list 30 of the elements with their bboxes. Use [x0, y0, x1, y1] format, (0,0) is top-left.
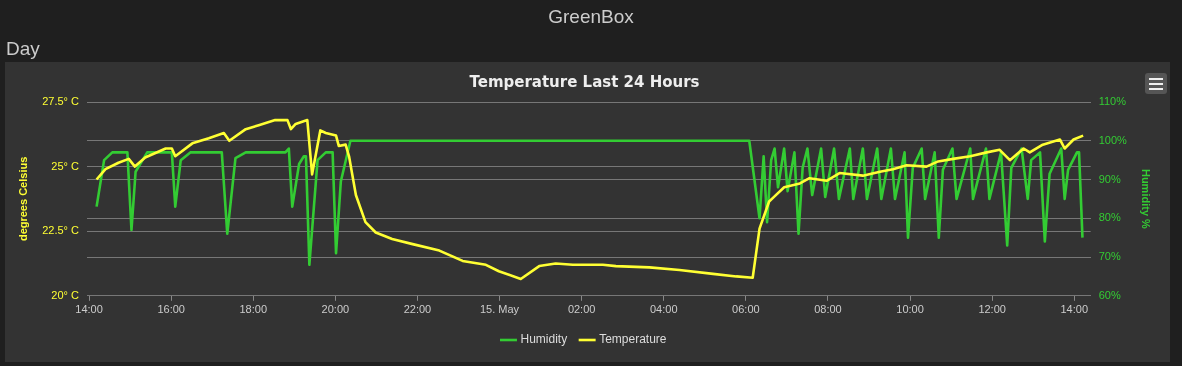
- x-tick-label: 08:00: [814, 303, 842, 316]
- y2-tick-label: 70%: [1098, 250, 1121, 263]
- y-tick-label: 22.5° C: [42, 224, 80, 237]
- x-tick-label: 18:00: [239, 303, 268, 316]
- y-axis-title: degrees Celsius: [16, 156, 29, 242]
- y-tick-label: 20° C: [51, 288, 80, 301]
- y-tick-label: 27.5° C: [42, 95, 80, 108]
- x-tick-label: 04:00: [649, 303, 678, 316]
- y2-tick-label: 90%: [1098, 172, 1121, 185]
- x-tick-label: 20:00: [321, 303, 350, 316]
- y2-tick-label: 60%: [1098, 288, 1121, 301]
- x-tick-label: 14:00: [75, 303, 103, 316]
- y-tick-label: 25° C: [51, 159, 80, 172]
- legend-label: Humidity: [520, 332, 568, 347]
- legend-label: Temperature: [599, 332, 667, 347]
- x-tick-label: 15. May: [479, 303, 520, 316]
- x-tick-label: 10:00: [896, 303, 924, 316]
- chart-title: Temperature Last 24 Hours: [469, 72, 700, 91]
- y2-tick-label: 110%: [1098, 95, 1127, 108]
- text: Day: [6, 38, 40, 60]
- y2-tick-label: 100%: [1098, 133, 1128, 146]
- text: GreenBox: [547, 6, 635, 28]
- x-tick-label: 14:00: [1060, 303, 1089, 316]
- x-tick-label: 06:00: [732, 303, 760, 316]
- y2-tick-label: 80%: [1098, 211, 1121, 224]
- x-tick-label: 12:00: [978, 303, 1006, 316]
- y2-axis-title: Humidity %: [1140, 168, 1153, 230]
- x-tick-label: 22:00: [403, 303, 432, 316]
- x-tick-label: 02:00: [567, 303, 596, 316]
- x-tick-label: 16:00: [157, 303, 185, 316]
